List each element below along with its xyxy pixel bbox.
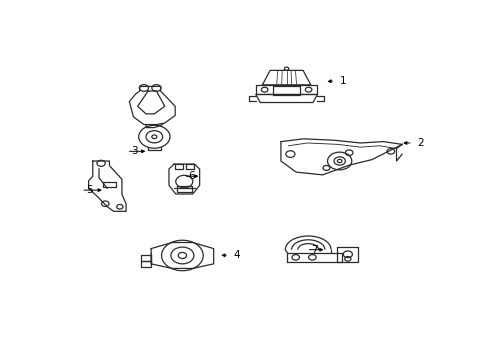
Text: 5: 5 bbox=[85, 185, 92, 195]
Text: 6: 6 bbox=[188, 171, 194, 181]
Text: 1: 1 bbox=[339, 76, 346, 86]
Text: 4: 4 bbox=[233, 250, 240, 260]
Text: 2: 2 bbox=[416, 138, 423, 148]
Text: 7: 7 bbox=[311, 245, 317, 255]
Text: 3: 3 bbox=[131, 146, 138, 156]
